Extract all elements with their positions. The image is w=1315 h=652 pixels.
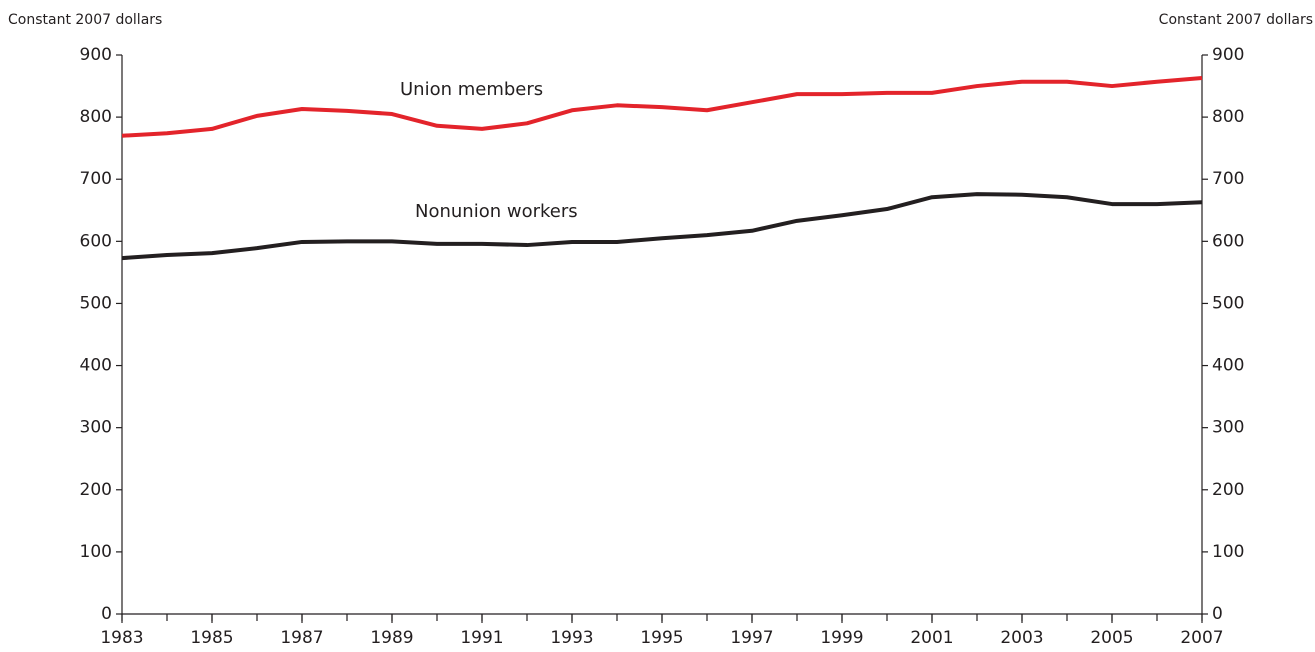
y-tick-label: 0 <box>101 604 112 624</box>
x-tick-label: 1989 <box>370 628 413 648</box>
annotation: Nonunion workers <box>415 201 578 222</box>
x-tick-label: 2003 <box>1000 628 1043 648</box>
y2-tick-label: 800 <box>1212 107 1244 127</box>
y-tick-label: 400 <box>80 356 112 376</box>
y2-tick-label: 0 <box>1212 604 1223 624</box>
y-tick-label: 100 <box>80 542 112 562</box>
y2-tick-label: 700 <box>1212 169 1244 189</box>
y2-tick-label: 600 <box>1212 231 1244 251</box>
x-tick-label: 1983 <box>100 628 143 648</box>
y-tick-label: 700 <box>80 169 112 189</box>
y-tick-label: 200 <box>80 480 112 500</box>
x-tick-label: 2001 <box>910 628 953 648</box>
y2-tick-label: 200 <box>1212 480 1244 500</box>
x-tick-label: 1991 <box>460 628 503 648</box>
y2-tick-label: 900 <box>1212 45 1244 65</box>
y2-tick-label: 400 <box>1212 356 1244 376</box>
y2-tick-label: 300 <box>1212 418 1244 438</box>
y2-tick-label: 100 <box>1212 542 1244 562</box>
annotation: Union members <box>400 79 543 100</box>
y2-axis-label: Constant 2007 dollars <box>1159 12 1313 28</box>
y-tick-label: 500 <box>80 293 112 313</box>
y-tick-label: 900 <box>80 45 112 65</box>
x-tick-label: 1999 <box>820 628 863 648</box>
x-tick-label: 1985 <box>190 628 233 648</box>
x-tick-label: 1997 <box>730 628 773 648</box>
y-axis-label: Constant 2007 dollars <box>8 12 162 28</box>
line-series <box>121 75 1203 138</box>
x-tick-label: 1993 <box>550 628 593 648</box>
x-tick-label: 2007 <box>1180 628 1223 648</box>
y-tick-label: 300 <box>80 418 112 438</box>
y-tick-label: 600 <box>80 231 112 251</box>
y-tick-label: 800 <box>80 107 112 127</box>
x-tick-label: 1987 <box>280 628 323 648</box>
line-series <box>121 192 1203 261</box>
y2-tick-label: 500 <box>1212 293 1244 313</box>
x-tick-label: 2005 <box>1090 628 1133 648</box>
x-tick-label: 1995 <box>640 628 683 648</box>
